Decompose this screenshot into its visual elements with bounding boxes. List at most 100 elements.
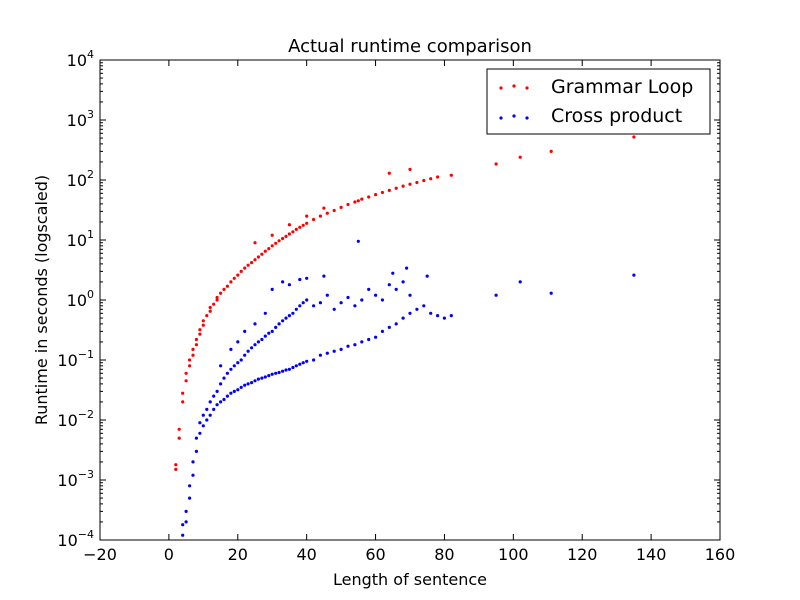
- data-point: [253, 322, 257, 326]
- data-point: [325, 211, 329, 215]
- data-point: [518, 155, 522, 159]
- data-point: [518, 280, 522, 284]
- legend-label-cross-product: Cross product: [551, 105, 682, 127]
- data-point: [305, 359, 309, 363]
- data-point: [284, 234, 288, 238]
- data-point: [194, 343, 198, 347]
- data-point: [284, 316, 288, 320]
- data-point: [260, 376, 264, 380]
- data-point: [332, 208, 336, 213]
- data-point: [401, 316, 405, 320]
- data-point: [188, 358, 192, 362]
- data-point: [181, 533, 185, 537]
- data-point: [422, 304, 426, 308]
- data-point: [274, 325, 278, 329]
- data-point: [229, 391, 233, 395]
- data-point: [312, 217, 316, 222]
- data-point: [208, 305, 212, 310]
- data-point: [380, 298, 384, 302]
- y-tick-label: 102: [67, 168, 94, 190]
- data-point: [201, 413, 205, 417]
- legend-marker-grammar-loop: [499, 84, 529, 90]
- x-tick-label: 100: [498, 545, 529, 564]
- data-point: [194, 337, 198, 342]
- data-point: [322, 206, 326, 210]
- data-point: [236, 273, 240, 277]
- data-point: [298, 277, 302, 282]
- data-point: [353, 200, 357, 204]
- y-tick-label: 101: [67, 228, 94, 250]
- data-point: [346, 344, 350, 348]
- data-point: [239, 358, 243, 362]
- data-point: [301, 301, 305, 305]
- data-point: [391, 271, 395, 275]
- data-point: [191, 353, 195, 357]
- x-tick-label: 60: [365, 545, 385, 564]
- data-point: [353, 343, 357, 347]
- data-point: [174, 463, 178, 467]
- data-point: [215, 298, 219, 302]
- legend: Grammar Loop Cross product: [486, 68, 711, 135]
- data-point: [401, 280, 405, 284]
- x-tick-label: 20: [228, 545, 248, 564]
- data-point: [318, 353, 322, 357]
- data-point: [287, 232, 291, 236]
- data-point: [243, 329, 247, 333]
- data-point: [394, 322, 398, 326]
- data-point: [219, 382, 223, 386]
- data-point: [277, 239, 281, 243]
- data-point: [177, 436, 181, 440]
- series-cross-product: [181, 239, 636, 537]
- data-point: [253, 343, 257, 347]
- data-point: [332, 307, 336, 311]
- data-point: [415, 307, 419, 311]
- data-point: [215, 403, 219, 407]
- data-point: [339, 301, 343, 305]
- data-point: [367, 337, 371, 342]
- data-point: [449, 314, 453, 318]
- data-point: [270, 287, 274, 291]
- data-point: [212, 407, 216, 411]
- data-point: [222, 397, 226, 402]
- data-point: [287, 314, 291, 318]
- data-point: [260, 337, 264, 342]
- data-point: [260, 252, 264, 256]
- data-point: [401, 184, 405, 188]
- y-tick-label: 10−4: [57, 528, 94, 550]
- data-point: [449, 173, 453, 177]
- data-point: [232, 276, 236, 280]
- data-point: [281, 280, 285, 284]
- data-point: [188, 496, 192, 500]
- data-point: [253, 379, 257, 383]
- data-point: [346, 295, 350, 300]
- data-point: [291, 365, 295, 370]
- data-point: [274, 241, 278, 245]
- data-point: [298, 304, 302, 308]
- data-point: [356, 199, 360, 203]
- data-point: [387, 325, 391, 329]
- data-point: [246, 263, 250, 267]
- data-point: [229, 347, 233, 351]
- data-point: [294, 227, 298, 231]
- data-point: [277, 370, 281, 375]
- data-point: [405, 266, 409, 270]
- data-point: [250, 346, 254, 350]
- data-point: [374, 293, 378, 297]
- data-point: [281, 319, 285, 323]
- data-point: [270, 329, 274, 333]
- data-point: [236, 388, 240, 392]
- data-point: [301, 223, 305, 227]
- data-point: [263, 334, 267, 338]
- data-point: [181, 391, 185, 395]
- data-point: [208, 413, 212, 417]
- data-point: [436, 175, 440, 179]
- data-point: [205, 407, 209, 411]
- data-point: [222, 376, 226, 380]
- data-point: [188, 364, 192, 368]
- data-point: [236, 361, 240, 365]
- data-point: [346, 202, 350, 207]
- data-point: [360, 340, 364, 344]
- data-point: [270, 233, 274, 237]
- data-point: [298, 362, 302, 366]
